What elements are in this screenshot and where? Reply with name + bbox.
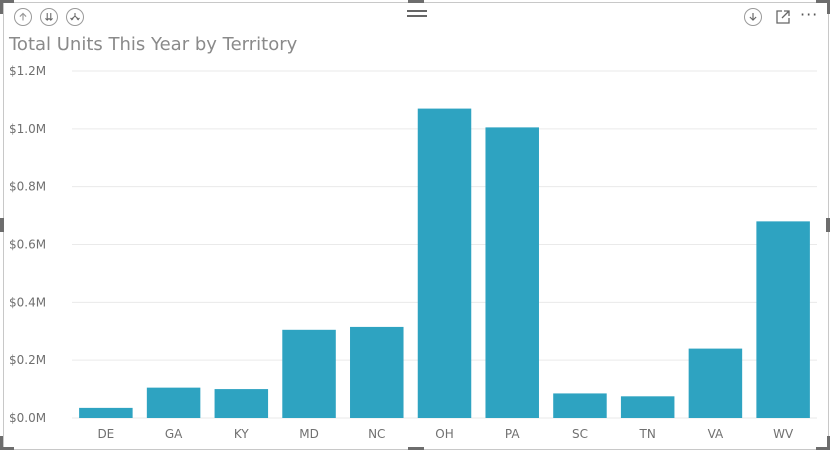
- bar-ky[interactable]: [214, 389, 269, 418]
- bar-wv[interactable]: [756, 221, 810, 418]
- x-tick-label: WV: [773, 427, 794, 441]
- bar-chart: $0.0M $0.2M $0.4M $0.6M $0.8M $1.0M $1.2M DE GA K…: [9, 64, 817, 441]
- y-tick-label: $1.0M: [9, 122, 46, 136]
- bar-de[interactable]: [79, 407, 133, 418]
- drill-mode-button[interactable]: [744, 8, 762, 26]
- bar-tn[interactable]: [620, 396, 675, 418]
- resize-grip-top-right[interactable]: [816, 0, 830, 3]
- bar-md[interactable]: [282, 329, 336, 418]
- y-tick-label: $0.8M: [9, 180, 46, 194]
- expand-all-button[interactable]: [40, 8, 58, 26]
- x-tick-label: PA: [505, 427, 520, 441]
- focus-mode-icon: [776, 10, 790, 24]
- arrow-up-icon: [19, 12, 27, 21]
- arrow-down-circle-icon: [749, 13, 757, 21]
- x-tick-label: NC: [368, 427, 385, 441]
- bar-nc[interactable]: [350, 326, 404, 418]
- resize-grip-bottom-right-v[interactable]: [827, 436, 830, 450]
- resize-grip-bottom[interactable]: [408, 447, 424, 450]
- more-options-icon[interactable]: ···: [800, 5, 819, 24]
- focus-mode-button[interactable]: [774, 8, 792, 26]
- resize-grip-top-left[interactable]: [0, 0, 14, 3]
- y-tick-label: $0.4M: [9, 295, 46, 309]
- x-tick-label: DE: [97, 427, 114, 441]
- bar-pa[interactable]: [485, 127, 539, 418]
- bar-oh[interactable]: [417, 108, 472, 418]
- fork-arrow-icon: [70, 13, 80, 21]
- resize-grip-bottom-left-v[interactable]: [0, 436, 3, 450]
- drag-handle-icon[interactable]: [407, 10, 427, 18]
- double-arrow-down-icon: [45, 13, 53, 21]
- resize-grip-top[interactable]: [408, 0, 424, 3]
- resize-grip-right[interactable]: [826, 218, 830, 232]
- chart-title: Total Units This Year by Territory: [9, 34, 298, 55]
- y-tick-label: $0.0M: [9, 411, 46, 425]
- visual-container[interactable]: ··· Total Units This Year by Territory $…: [3, 2, 829, 450]
- x-tick-label: SC: [572, 427, 588, 441]
- x-tick-label: TN: [639, 427, 656, 441]
- y-tick-label: $0.6M: [9, 238, 46, 252]
- visual-header: ···: [4, 3, 828, 29]
- resize-grip-bottom-right[interactable]: [816, 447, 830, 450]
- x-tick-label: OH: [435, 427, 453, 441]
- resize-grip-bottom-left[interactable]: [0, 447, 14, 450]
- resize-grip-top-left-v[interactable]: [0, 0, 3, 14]
- expand-next-level-button[interactable]: [66, 8, 84, 26]
- y-tick-label: $1.2M: [9, 64, 46, 78]
- resize-grip-top-right-v[interactable]: [827, 0, 830, 14]
- bar-sc[interactable]: [553, 393, 607, 418]
- resize-grip-left[interactable]: [0, 218, 4, 232]
- x-tick-label: VA: [708, 427, 724, 441]
- x-tick-label: KY: [234, 427, 249, 441]
- drill-up-button[interactable]: [14, 8, 32, 26]
- x-tick-label: MD: [299, 427, 319, 441]
- bar-ga[interactable]: [146, 387, 201, 418]
- bar-va[interactable]: [688, 348, 743, 418]
- y-tick-label: $0.2M: [9, 353, 46, 367]
- x-tick-label: GA: [165, 427, 183, 441]
